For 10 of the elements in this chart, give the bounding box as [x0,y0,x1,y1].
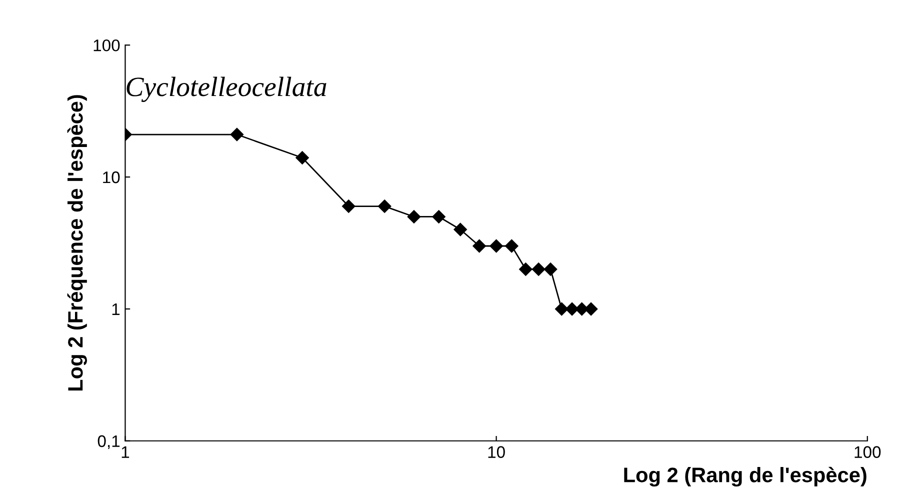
annotation: Cyclotelleocellata [126,76,326,102]
y-tick-label: 0,1 [98,435,120,450]
x-axis-title: Log 2 (Rang de l'espèce) [624,466,866,487]
y-axis-title: Log 2 (Fréquence de l'espèce) [67,95,87,391]
y-tick-label: 1 [112,304,120,315]
x-tick-label: 100 [854,446,881,458]
y-tick-label: 100 [94,39,120,52]
x-tick-label: 1 [122,446,130,458]
x-tick-label: 10 [488,446,505,458]
y-tick-label: 10 [103,171,120,184]
